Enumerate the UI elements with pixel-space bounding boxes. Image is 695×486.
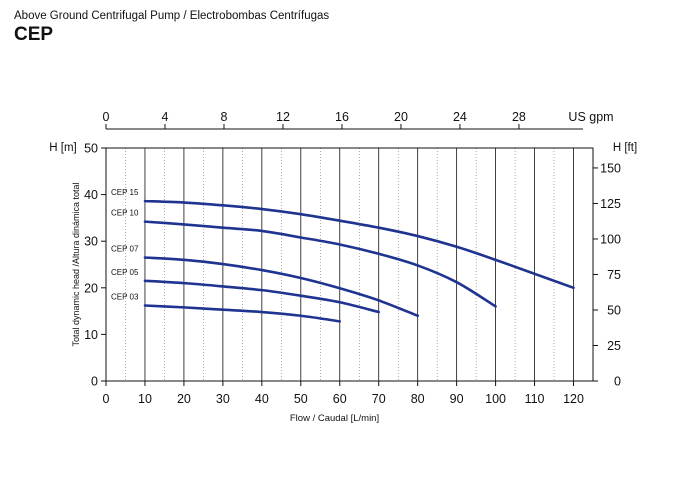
x-tick-label: 100 (485, 392, 506, 406)
y2-tick-label: 75 (607, 268, 621, 282)
x-axis-label: Flow / Caudal [L/min] (290, 413, 379, 424)
series-line-cep-03 (143, 304, 342, 323)
x2-tick-label: 28 (512, 110, 526, 124)
x2-tick-label: 0 (103, 110, 110, 124)
y2-tick-label: 125 (600, 197, 621, 211)
y-tick-label: 50 (84, 142, 98, 156)
x-tick-label: 50 (294, 392, 308, 406)
x-tick-label: 0 (103, 392, 110, 406)
series-line-cep-10 (143, 220, 497, 308)
series-label-cep-10: CEP 10 (111, 209, 139, 218)
chart-subtitle: Above Ground Centrifugal Pump / Electrob… (14, 10, 330, 22)
x2-unit-label: US gpm (568, 110, 613, 124)
x-tick-label: 10 (138, 392, 152, 406)
series-label-cep-05: CEP 05 (111, 268, 139, 277)
x2-tick-label: 16 (335, 110, 349, 124)
y2-tick-label: 25 (607, 339, 621, 353)
x-tick-label: 30 (216, 392, 230, 406)
x-tick-label: 120 (563, 392, 584, 406)
x2-tick-label: 4 (162, 110, 169, 124)
y2-tick-label: 150 (600, 161, 621, 175)
y2-tick-label: 100 (600, 232, 621, 246)
series-label-cep-15: CEP 15 (111, 188, 139, 197)
x2-tick-label: 12 (276, 110, 290, 124)
y-unit-label: H [m] (49, 142, 76, 154)
x2-tick-label: 8 (221, 110, 228, 124)
x-tick-label: 20 (177, 392, 191, 406)
series-layer (143, 199, 575, 323)
y2-tick-label: 50 (607, 303, 621, 317)
series-line-cep-15 (143, 199, 575, 290)
series-line-cep-07 (143, 256, 419, 318)
x2-tick-label: 24 (453, 110, 467, 124)
y2-tick-label: 0 (614, 375, 621, 389)
y-tick-label: 10 (84, 328, 98, 342)
series-line-cep-05 (143, 279, 381, 314)
y-axis-label: Total dynamic head /Altura dinámica tota… (71, 182, 81, 346)
x-tick-label: 80 (411, 392, 425, 406)
series-label-cep-03: CEP 03 (111, 293, 139, 302)
plot-frame (105, 147, 594, 382)
x-tick-label: 110 (525, 392, 545, 406)
x2-tick-label: 20 (394, 110, 408, 124)
y-tick-label: 0 (91, 375, 98, 389)
grid-layer (125, 148, 574, 381)
y-tick-label: 30 (84, 235, 98, 249)
x-tick-label: 60 (333, 392, 347, 406)
chart-title: CEP (14, 24, 54, 45)
x-tick-label: 40 (255, 392, 269, 406)
series-label-cep-07: CEP 07 (111, 245, 139, 254)
y-tick-label: 20 (84, 281, 98, 295)
x-tick-label: 70 (372, 392, 386, 406)
y2-unit-label: H [ft] (613, 142, 637, 154)
label-layer: CEP 15 CEP 10 CEP 07 CEP 05 CEP 03 (111, 188, 139, 301)
x-tick-label: 90 (450, 392, 464, 406)
y-tick-label: 40 (84, 188, 98, 202)
